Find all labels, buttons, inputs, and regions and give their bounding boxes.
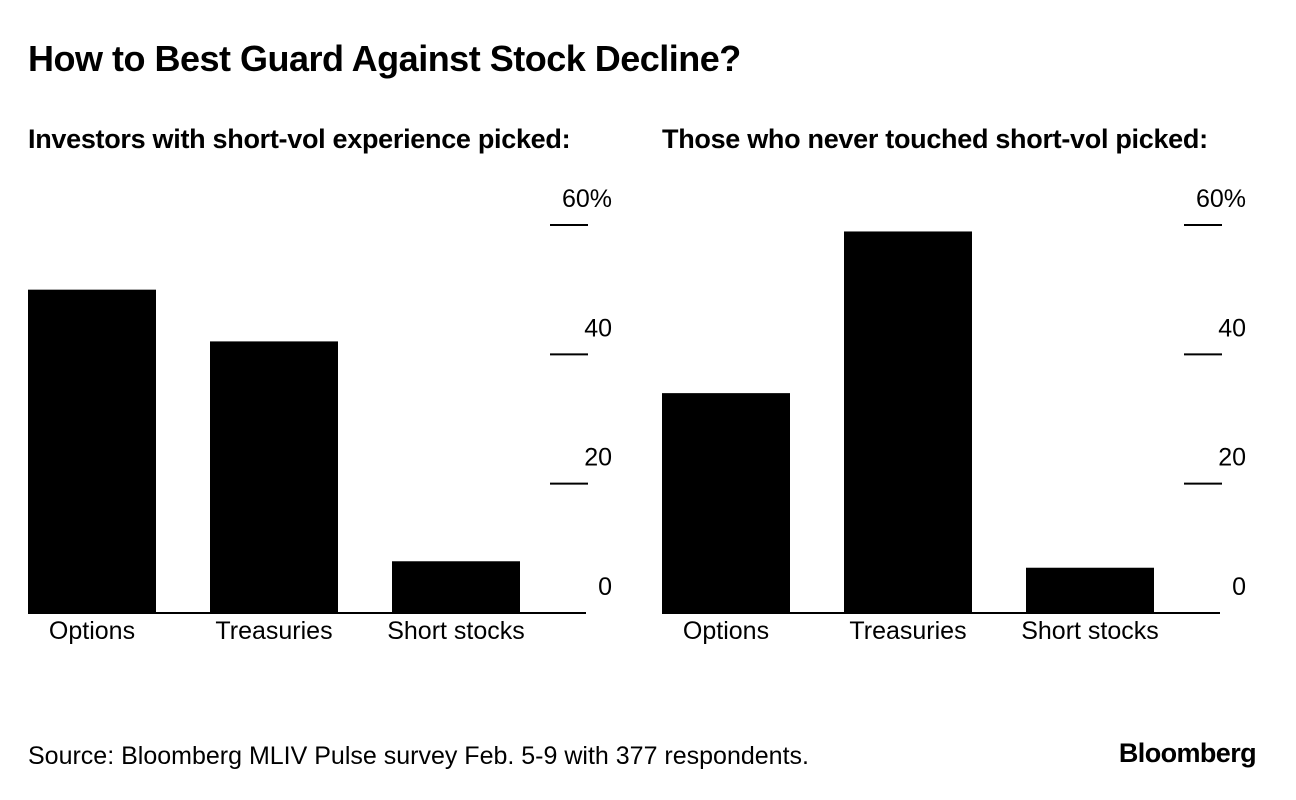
- left-category-label-options: Options: [49, 617, 135, 645]
- left-ytick-label-60: 60%: [562, 185, 612, 213]
- bloomberg-logo: Bloomberg: [1118, 738, 1257, 768]
- left-ytick-label-20: 20: [584, 444, 612, 472]
- right-ytick-label-60: 60%: [1196, 185, 1246, 213]
- left-category-label-short-stocks: Short stocks: [387, 617, 525, 645]
- left-category-label-treasuries: Treasuries: [215, 617, 332, 645]
- right-bar-short-stocks: [1026, 567, 1154, 613]
- right-ytick-label-20: 20: [1218, 444, 1246, 472]
- right-ytick-label-0: 0: [1232, 573, 1246, 601]
- right-category-label-treasuries: Treasuries: [849, 617, 966, 645]
- left-ytick-label-40: 40: [584, 314, 612, 342]
- right-category-label-short-stocks: Short stocks: [1021, 617, 1159, 645]
- source-note: Source: Bloomberg MLIV Pulse survey Feb.…: [28, 742, 809, 770]
- left-ytick-label-0: 0: [598, 573, 612, 601]
- right-panel-title: Those who never touched short-vol picked…: [662, 124, 1208, 154]
- left-bar-treasuries: [210, 341, 338, 613]
- right-ytick-label-40: 40: [1218, 314, 1246, 342]
- right-bar-treasuries: [844, 231, 972, 613]
- left-bar-options: [28, 289, 156, 613]
- chart-title: How to Best Guard Against Stock Decline?: [28, 38, 741, 79]
- right-category-label-options: Options: [683, 617, 769, 645]
- left-bar-short-stocks: [392, 561, 520, 613]
- left-panel-title: Investors with short-vol experience pick…: [28, 124, 571, 154]
- right-bar-options: [662, 393, 790, 613]
